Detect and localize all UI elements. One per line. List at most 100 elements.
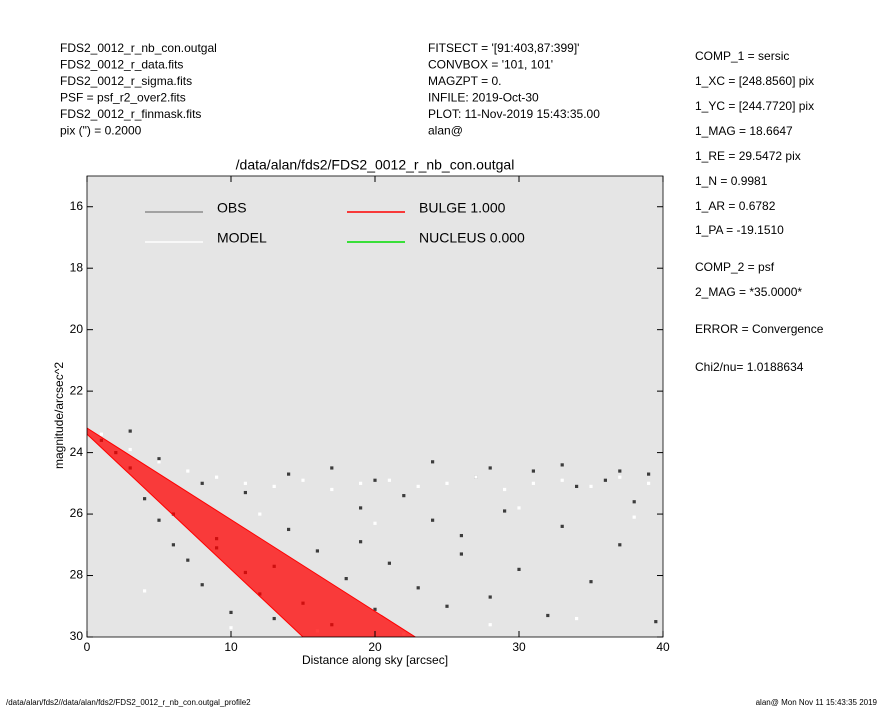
plot-marks <box>87 427 658 637</box>
header-line: pix (") = 0.2000 <box>60 124 142 138</box>
x-tick-label: 10 <box>224 640 238 654</box>
data-point <box>575 616 579 621</box>
data-point <box>387 561 391 565</box>
legend-label: BULGE 1.000 <box>419 200 506 216</box>
data-point <box>416 484 420 489</box>
fit-parameter: 1_N = 0.9981 <box>695 174 768 188</box>
data-point <box>373 521 377 525</box>
footer-right: alan@ Mon Nov 11 15:43:35 2019 <box>756 698 878 707</box>
fit-parameter: COMP_2 = psf <box>695 260 775 274</box>
legend-label: MODEL <box>217 230 267 246</box>
data-point <box>618 469 622 473</box>
data-point <box>287 527 291 532</box>
data-point <box>157 518 161 522</box>
data-point <box>474 475 478 479</box>
data-point <box>157 460 161 464</box>
data-point <box>531 469 535 473</box>
fit-parameter: 2_MAG = *35.0000* <box>695 285 802 299</box>
fit-parameter: ERROR = Convergence <box>695 322 824 336</box>
data-point <box>618 543 622 547</box>
data-point <box>143 589 147 593</box>
data-point <box>560 478 564 482</box>
data-point <box>229 626 233 630</box>
y-tick-label: 28 <box>70 568 84 582</box>
fit-parameter: 1_PA = -19.1510 <box>695 223 784 237</box>
y-axis-label: magnitude/arcsec^2 <box>52 362 66 469</box>
y-tick-label: 24 <box>70 445 84 459</box>
header-line: alan@ <box>428 124 463 138</box>
data-point <box>618 475 622 479</box>
header-line: INFILE: 2019-Oct-30 <box>428 91 539 105</box>
data-point <box>416 586 420 590</box>
data-point <box>654 620 658 624</box>
fit-parameter: 1_XC = [248.8560] pix <box>695 74 814 88</box>
data-point <box>272 484 276 489</box>
data-point <box>215 475 219 479</box>
data-point <box>258 512 262 516</box>
data-point <box>560 463 564 467</box>
data-point <box>575 484 579 489</box>
data-point <box>531 481 535 485</box>
x-tick-label: 20 <box>368 640 382 654</box>
fit-parameter: 1_MAG = 18.6647 <box>695 124 793 138</box>
data-point <box>157 457 161 461</box>
bulge-profile <box>87 427 417 637</box>
x-axis-label: Distance along sky [arcsec] <box>302 653 448 667</box>
header-line: FDS2_0012_r_finmask.fits <box>60 107 201 121</box>
footer-left: /data/alan/fds2//data/alan/fds2/FDS2_001… <box>6 698 251 707</box>
data-point <box>315 549 319 553</box>
data-point <box>287 472 291 476</box>
data-point <box>99 432 103 436</box>
y-tick-label: 26 <box>70 506 84 520</box>
data-point <box>431 460 435 464</box>
data-point <box>503 509 507 513</box>
data-point <box>488 623 492 627</box>
data-point <box>517 567 521 571</box>
data-point <box>200 583 204 587</box>
data-point <box>243 490 247 495</box>
plot-area <box>87 176 663 637</box>
data-point <box>186 469 190 473</box>
data-point <box>186 558 190 562</box>
data-point <box>330 487 334 492</box>
fit-parameter: COMP_1 = sersic <box>695 49 789 63</box>
y-tick-label: 30 <box>70 629 84 643</box>
y-tick-label: 16 <box>70 199 84 213</box>
data-point <box>503 487 507 492</box>
data-point <box>171 543 175 547</box>
data-point <box>128 429 132 433</box>
x-tick-label: 30 <box>512 640 526 654</box>
y-tick-label: 18 <box>70 260 84 274</box>
data-point <box>431 518 435 522</box>
x-tick-label: 0 <box>84 640 91 654</box>
data-point <box>301 478 305 482</box>
data-point <box>359 481 363 485</box>
data-point <box>200 481 204 485</box>
y-tick-label: 22 <box>70 383 84 397</box>
data-point <box>272 616 276 621</box>
data-point <box>402 494 406 498</box>
data-point <box>546 613 550 618</box>
data-point <box>229 610 233 615</box>
fit-parameter: Chi2/nu= 1.0188634 <box>695 360 804 374</box>
header-line: FDS2_0012_r_data.fits <box>60 58 183 72</box>
data-point <box>387 478 391 482</box>
x-tick-label: 40 <box>656 640 670 654</box>
data-point <box>632 500 636 504</box>
legend-label: OBS <box>217 200 247 216</box>
fit-parameter: 1_AR = 0.6782 <box>695 199 776 213</box>
data-point <box>488 595 492 599</box>
chart-title: /data/alan/fds2/FDS2_0012_r_nb_con.outga… <box>236 157 515 173</box>
fit-parameter: 1_RE = 29.5472 pix <box>695 149 801 163</box>
data-point <box>373 607 377 611</box>
data-point <box>359 540 363 544</box>
header-line: FITSECT = '[91:403,87:399]' <box>428 41 579 55</box>
y-tick-label: 20 <box>70 322 84 336</box>
data-point <box>488 466 492 470</box>
data-point <box>459 552 463 556</box>
data-point <box>373 478 377 482</box>
header-line: PLOT: 11-Nov-2019 15:43:35.00 <box>428 107 600 121</box>
header-line: PSF = psf_r2_over2.fits <box>60 91 186 105</box>
data-point <box>647 472 651 476</box>
data-point <box>517 506 521 510</box>
